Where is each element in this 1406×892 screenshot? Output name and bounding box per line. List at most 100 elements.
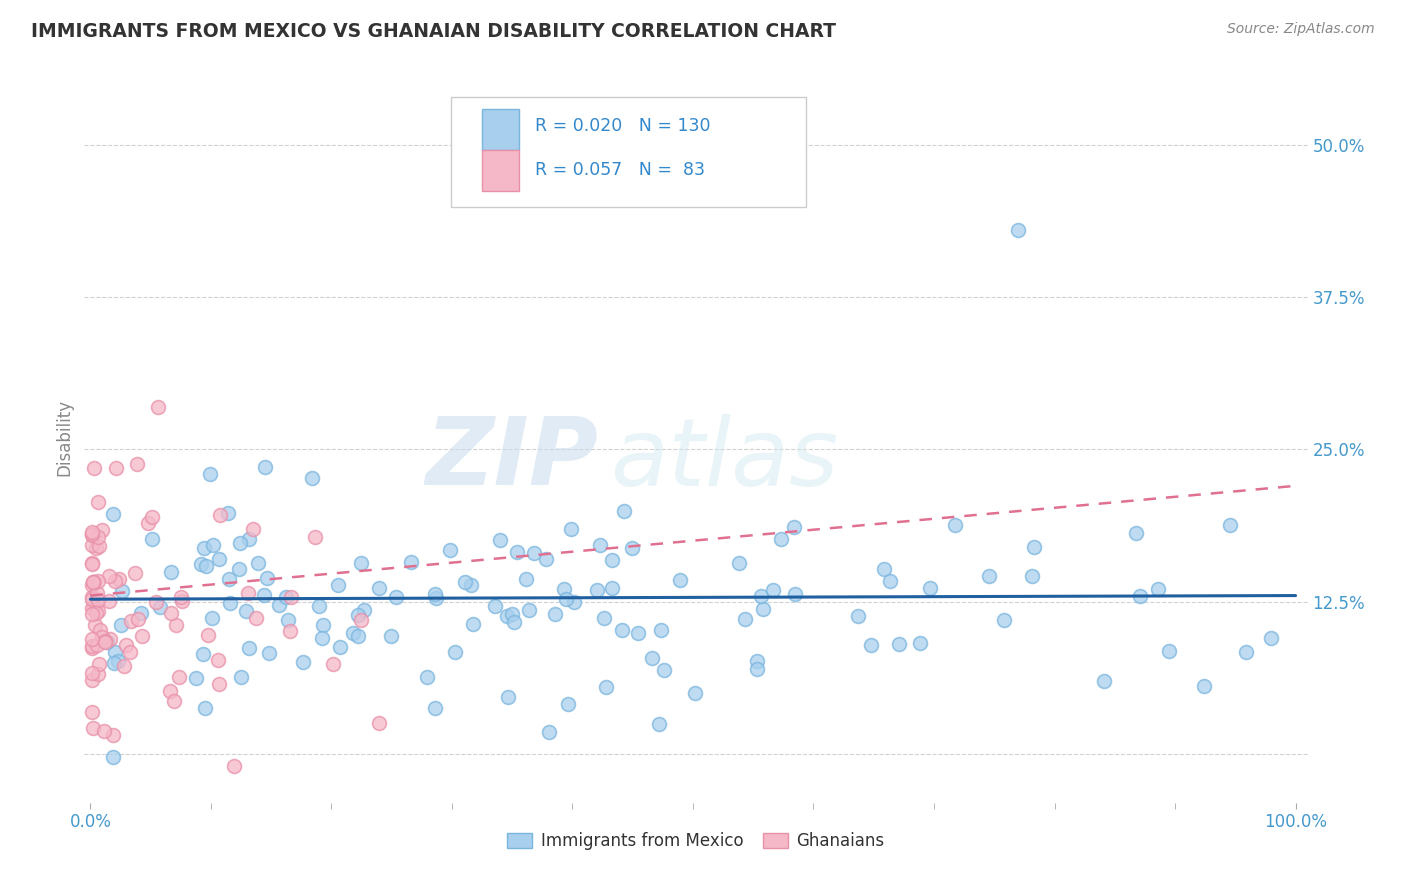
Point (127, 611, 149, 625)
Point (149, 599, 172, 614)
Point (308, 599, 330, 614)
Point (347, 629, 370, 643)
Point (517, 603, 540, 617)
Point (112, 658, 135, 673)
Point (82, 538, 104, 552)
Point (229, 536, 252, 550)
Point (163, 693, 186, 707)
Point (589, 538, 612, 552)
Point (87, 495, 110, 509)
Point (80, 705, 103, 719)
Point (80, 527, 103, 541)
Point (1234, 645, 1257, 659)
Point (238, 640, 260, 655)
Point (167, 669, 190, 683)
Point (120, 645, 142, 659)
Point (277, 613, 299, 627)
Point (138, 516, 160, 530)
Point (416, 670, 439, 684)
Point (124, 566, 146, 580)
Point (783, 520, 806, 534)
Point (82, 574, 104, 589)
Point (87, 530, 110, 544)
Point (229, 670, 252, 684)
Point (247, 556, 270, 570)
Point (454, 575, 477, 590)
Point (94, 634, 117, 648)
Text: atlas: atlas (610, 414, 838, 505)
Point (280, 590, 302, 604)
Point (166, 617, 188, 632)
Point (110, 618, 132, 632)
Point (349, 613, 371, 627)
Point (82, 590, 104, 604)
Point (1146, 582, 1168, 597)
Point (555, 591, 578, 606)
Y-axis label: Disability: Disability (55, 399, 73, 475)
Point (501, 607, 523, 621)
Point (98, 568, 121, 582)
Point (553, 582, 575, 596)
Point (860, 638, 883, 652)
Point (484, 599, 506, 614)
Point (257, 646, 280, 660)
Point (80, 639, 103, 653)
Point (89, 623, 111, 637)
Point (217, 506, 239, 520)
Point (194, 559, 217, 574)
Point (80, 640, 103, 655)
Point (762, 583, 785, 598)
Point (439, 542, 461, 557)
Point (557, 697, 579, 711)
Point (218, 572, 240, 586)
Point (650, 623, 672, 637)
Point (90, 630, 112, 644)
Point (304, 530, 326, 544)
Point (190, 557, 212, 571)
Point (600, 553, 623, 567)
Point (301, 471, 323, 485)
Point (943, 518, 966, 533)
Point (98, 593, 121, 607)
Point (1125, 526, 1147, 541)
Point (425, 591, 447, 606)
Point (727, 556, 749, 570)
Point (350, 556, 373, 570)
Point (444, 645, 467, 659)
Point (107, 572, 129, 586)
Point (218, 596, 240, 610)
Point (87, 540, 110, 554)
Point (253, 588, 276, 602)
Point (236, 585, 259, 599)
Text: Source: ZipAtlas.com: Source: ZipAtlas.com (1227, 22, 1375, 37)
Point (918, 581, 941, 595)
Point (145, 595, 167, 609)
Point (515, 572, 537, 586)
Point (326, 578, 349, 592)
Point (367, 716, 389, 731)
Point (87, 603, 110, 617)
Point (423, 701, 446, 715)
Point (586, 582, 609, 597)
Point (749, 589, 772, 603)
Point (329, 640, 352, 655)
Point (83, 461, 105, 475)
Point (86, 541, 108, 555)
Point (873, 562, 896, 576)
Point (198, 467, 221, 482)
Point (461, 616, 484, 631)
Point (201, 611, 224, 625)
Point (129, 606, 152, 620)
Point (312, 618, 335, 632)
Point (595, 680, 617, 694)
Point (159, 684, 181, 698)
Point (495, 608, 517, 623)
Point (186, 671, 208, 685)
FancyBboxPatch shape (451, 97, 806, 207)
Point (170, 591, 193, 605)
Point (111, 583, 134, 598)
Point (228, 562, 250, 576)
Point (274, 590, 297, 604)
Point (87, 574, 110, 589)
Point (242, 522, 264, 536)
